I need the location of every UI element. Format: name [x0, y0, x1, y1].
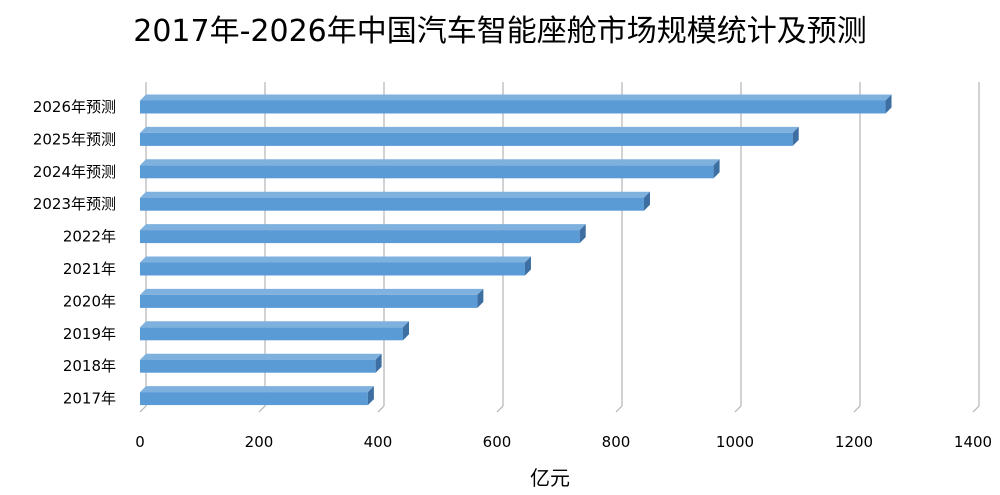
bar-front-face — [140, 327, 403, 341]
category-label: 2023年预测 — [33, 195, 116, 213]
bar-end-face — [375, 353, 382, 373]
bar-front-face — [140, 230, 580, 244]
bar-end-face — [477, 288, 484, 308]
gridline-floor — [734, 405, 742, 413]
x-tick-label: 1400 — [954, 433, 992, 451]
bar-front-face — [140, 262, 525, 276]
x-tick-label: 1200 — [835, 433, 873, 451]
bar-top-face — [140, 159, 720, 166]
x-axis-title: 亿元 — [530, 466, 570, 490]
x-tick-label: 400 — [364, 433, 393, 451]
bar-end-face — [713, 159, 720, 179]
bar-front-face — [140, 359, 376, 373]
gridline-floor — [139, 405, 147, 413]
bar — [140, 288, 484, 308]
bar — [140, 386, 374, 406]
gridline-floor — [258, 405, 266, 413]
bar — [140, 191, 650, 211]
bar-top-face — [140, 386, 374, 393]
x-tick-label: 1000 — [716, 433, 754, 451]
category-label: 2017年 — [63, 390, 116, 408]
bar-top-face — [140, 321, 409, 328]
category-label: 2025年预测 — [33, 130, 116, 148]
x-tick-label: 800 — [602, 433, 631, 451]
bar — [140, 256, 531, 276]
bar — [140, 353, 382, 373]
bar-end-face — [402, 321, 409, 341]
bar-top-face — [140, 256, 531, 263]
bar-top-face — [140, 126, 799, 133]
bar — [140, 94, 892, 114]
bar-end-face — [579, 224, 586, 244]
x-tick-labels: 0 200 400 600 800 1000 1200 1400 — [135, 433, 992, 451]
bar-top-face — [140, 191, 650, 198]
bar-top-face — [140, 94, 892, 101]
bar-top-face — [140, 288, 484, 295]
category-label: 2022年 — [63, 228, 116, 246]
bar — [140, 224, 586, 244]
x-tick-label: 200 — [245, 433, 274, 451]
category-label: 2021年 — [63, 260, 116, 278]
bar-front-face — [140, 392, 368, 406]
category-label: 2026年预测 — [33, 98, 116, 116]
gridline-floor — [377, 405, 385, 413]
category-labels: 2017年 2018年 2019年 2020年 2021年 2022年 2023年预测 202… — [33, 98, 116, 408]
bar-front-face — [140, 100, 886, 114]
gridline-floor — [615, 405, 623, 413]
x-tick-label: 600 — [483, 433, 512, 451]
bar-end-face — [643, 191, 650, 211]
x-tick-label: 0 — [135, 433, 145, 451]
gridline-floor — [972, 405, 980, 413]
chart-title: 2017年-2026年中国汽车智能座舱市场规模统计及预测 — [133, 14, 867, 49]
bar-top-face — [140, 224, 586, 231]
bar-front-face — [140, 294, 478, 308]
bar — [140, 159, 720, 179]
bar-front-face — [140, 197, 644, 211]
category-label: 2018年 — [63, 357, 116, 375]
bar-end-face — [792, 126, 799, 146]
bar-front-face — [140, 132, 793, 146]
gridline-floor — [496, 405, 504, 413]
bar-end-face — [885, 94, 892, 114]
bar-end-face — [367, 386, 374, 406]
category-label: 2019年 — [63, 325, 116, 343]
bar-top-face — [140, 353, 382, 360]
bars — [140, 94, 892, 406]
category-label: 2020年 — [63, 292, 116, 310]
bar-end-face — [524, 256, 531, 276]
category-label: 2024年预测 — [33, 163, 116, 181]
bar — [140, 321, 409, 341]
gridline-floor — [853, 405, 861, 413]
bar-front-face — [140, 165, 714, 179]
bar — [140, 126, 799, 146]
